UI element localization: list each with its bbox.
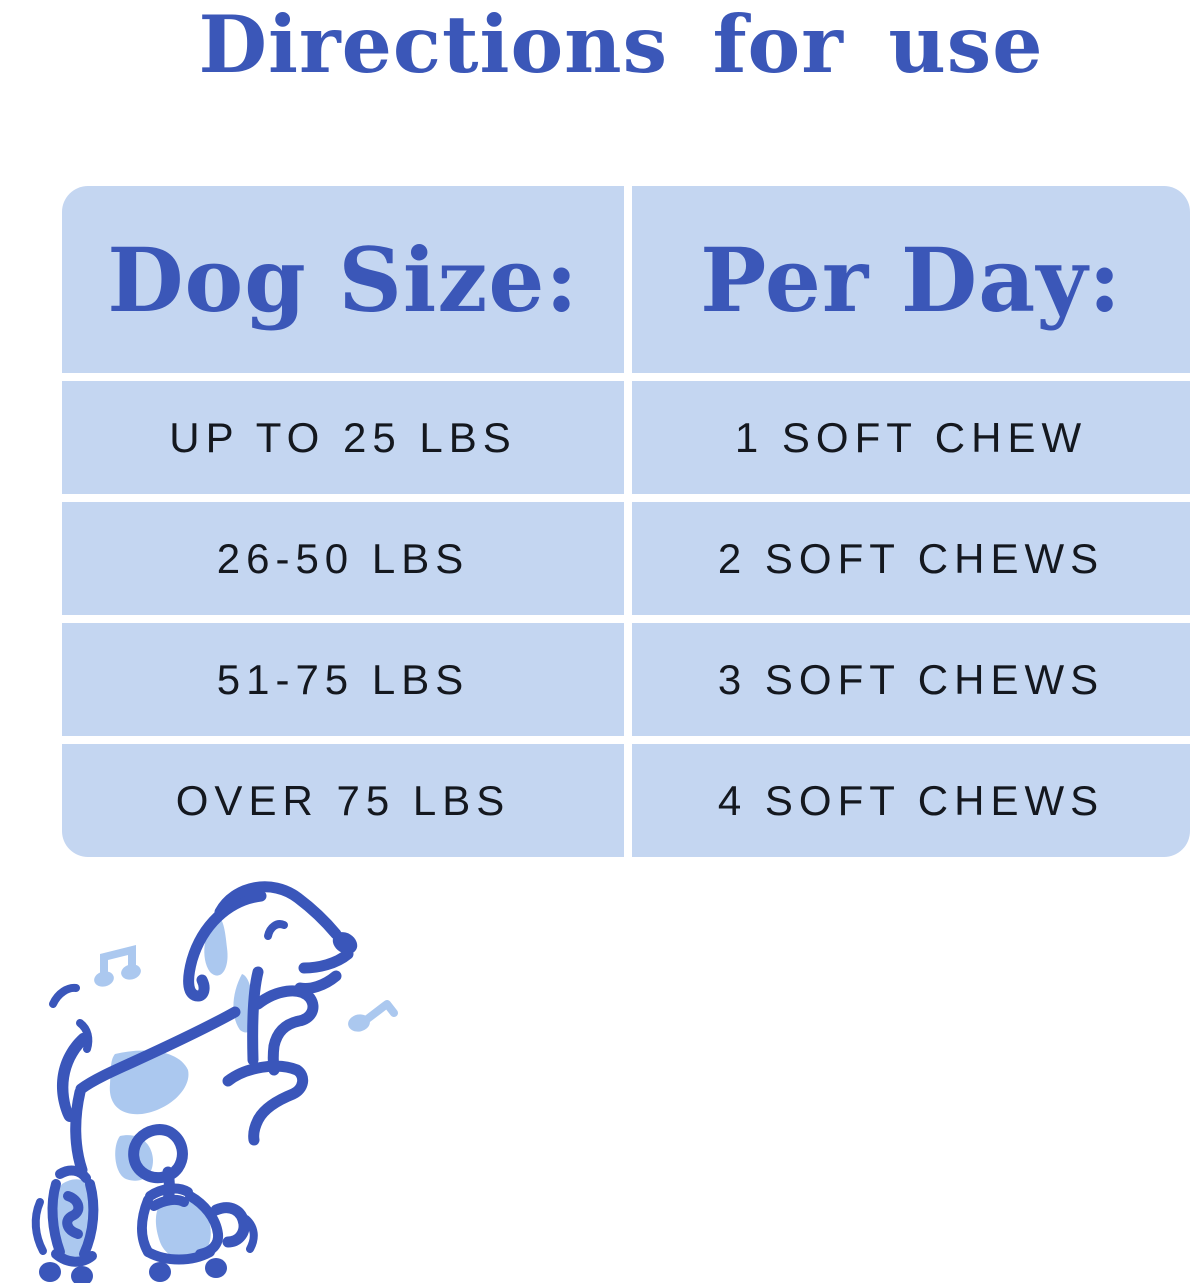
table-cell-dose-2: 2 SOFT CHEWS	[632, 502, 1190, 615]
table-cell-size-2: 26-50 LBS	[62, 502, 624, 615]
roller-skate-right	[137, 1183, 227, 1282]
dog-sketch	[70, 881, 354, 1248]
dog-tail	[57, 1032, 88, 1122]
dog-mouth	[298, 948, 354, 974]
table-header-dog-size: Dog Size:	[62, 186, 624, 373]
dog-front-leg-lower	[222, 1060, 309, 1146]
dog-hip	[128, 1124, 188, 1184]
table-cell-dose-1: 1 SOFT CHEW	[632, 381, 1190, 494]
dog-front-leg-upper	[252, 985, 319, 1076]
dog-eye	[264, 920, 288, 940]
roller-skate-left	[39, 1165, 99, 1283]
table-header-per-day: Per Day:	[632, 186, 1190, 373]
table-cell-size-4: OVER 75 LBS	[62, 744, 624, 857]
table-cell-dose-4: 4 SOFT CHEWS	[632, 744, 1190, 857]
dog-nose	[332, 932, 358, 954]
dosage-table: Dog Size: Per Day: UP TO 25 LBS 1 SOFT C…	[62, 186, 1190, 857]
double-music-note-icon	[94, 945, 141, 987]
table-cell-size-1: UP TO 25 LBS	[62, 381, 624, 494]
dog-head	[214, 881, 342, 940]
dog-illustration	[31, 881, 398, 1283]
table-cell-size-3: 51-75 LBS	[62, 623, 624, 736]
page-title: Directions for use	[198, 0, 1044, 91]
table-cell-dose-3: 3 SOFT CHEWS	[632, 623, 1190, 736]
dog-back	[75, 1006, 241, 1095]
single-music-note-icon	[348, 1000, 398, 1032]
